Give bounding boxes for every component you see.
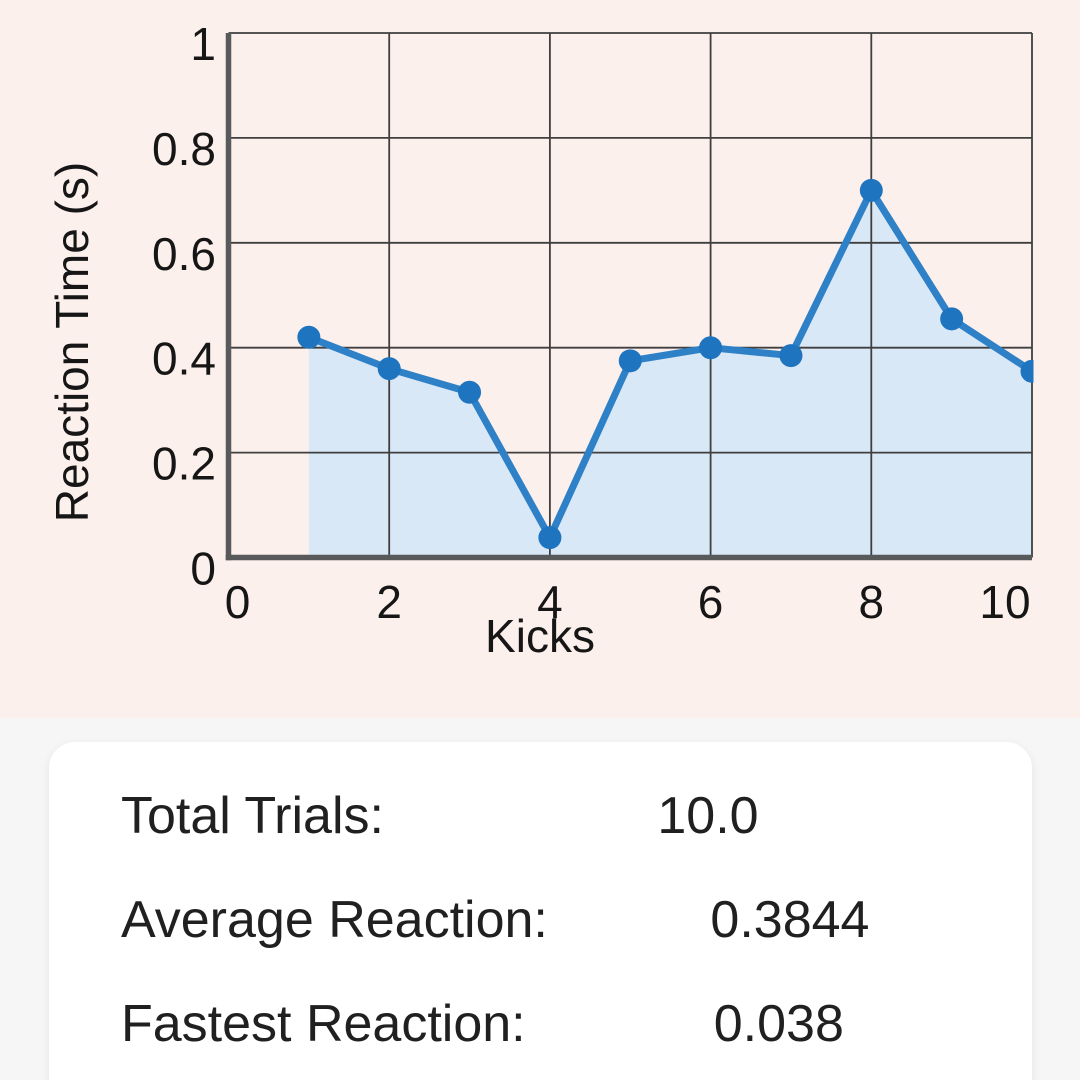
data-point <box>458 380 482 404</box>
stat-row-total-trials: Total Trials: 10.0 <box>121 764 1032 868</box>
grid-lines <box>228 32 1033 558</box>
y-tick-label: 1 <box>190 18 216 70</box>
fastest-reaction-label: Fastest Reaction: <box>121 995 526 1053</box>
total-trials-value: 10.0 <box>657 787 759 845</box>
average-reaction-value: 0.3844 <box>710 891 870 949</box>
data-point <box>538 526 562 550</box>
tick-labels: 00.20.40.60.810 2 4 6 8 10 <box>152 18 1031 628</box>
total-trials-label: Total Trials: <box>121 787 384 845</box>
stat-row-average-reaction: Average Reaction: 0.3844 <box>121 868 1032 972</box>
area-fill <box>308 190 1033 558</box>
x-tick-label: 0 <box>225 576 251 628</box>
axis-spines <box>225 33 1032 561</box>
x-tick-label: 2 <box>376 576 402 628</box>
x-tick-label: 6 <box>698 576 724 628</box>
data-point <box>1020 359 1034 383</box>
y-tick-label: 0.6 <box>152 228 216 280</box>
y-tick-label: 0.2 <box>152 438 216 490</box>
x-tick-label: 8 <box>859 576 885 628</box>
data-point <box>859 178 883 202</box>
data-point <box>779 344 803 368</box>
data-point <box>297 325 321 349</box>
y-tick-label: 0.4 <box>152 333 216 385</box>
fastest-reaction-value: 0.038 <box>713 995 844 1053</box>
average-reaction-label: Average Reaction: <box>121 891 548 949</box>
x-tick-label: 10 <box>979 576 1030 628</box>
y-axis-title: Reaction Time (s) <box>46 162 98 522</box>
reaction-time-chart-panel: 0 0.2 0.4 0.6 0.8 1 0 2 4 6 8 10 Kicks Reaction Time … <box>46 18 1034 662</box>
y-tick-label: 0.8 <box>152 123 216 175</box>
series-line <box>305 186 1034 542</box>
data-point <box>618 349 642 373</box>
stat-row-fastest-reaction: Fastest Reaction: 0.038 <box>121 972 1032 1076</box>
data-point <box>699 336 723 360</box>
data-point <box>377 357 401 381</box>
x-tick-label: 4 <box>537 576 563 628</box>
data-point <box>940 307 964 331</box>
y-tick-label: 0 <box>190 543 216 595</box>
x-axis-title: Kicks <box>485 610 595 662</box>
stats-card: Total Trials: 10.0 Average Reaction: 0.3… <box>49 742 1032 1080</box>
